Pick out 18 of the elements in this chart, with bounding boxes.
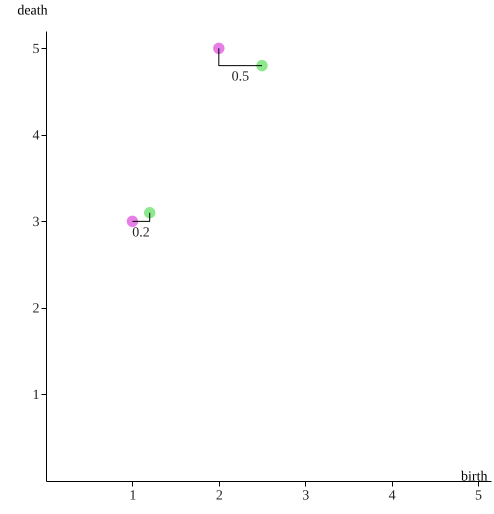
point xyxy=(256,60,268,72)
x-tick-label: 4 xyxy=(388,488,396,504)
y-tick-label: 4 xyxy=(32,128,40,144)
x-tick-label: 2 xyxy=(216,488,223,504)
point xyxy=(213,42,225,54)
y-axis-title: death xyxy=(17,4,48,18)
annotation: 0.2 xyxy=(132,225,150,240)
x-tick-label: 3 xyxy=(302,488,310,504)
y-tick-label: 2 xyxy=(32,301,40,316)
point xyxy=(126,216,138,228)
x-tick-label: 1 xyxy=(129,488,136,504)
annotation: 0.5 xyxy=(232,70,250,85)
y-tick-label: 3 xyxy=(32,214,40,230)
y-tick-label: 5 xyxy=(32,42,40,57)
y-tick-label: 1 xyxy=(32,388,40,403)
x-tick-label: 5 xyxy=(475,488,482,504)
point xyxy=(144,207,156,218)
x-axis-title: birth xyxy=(461,470,488,484)
